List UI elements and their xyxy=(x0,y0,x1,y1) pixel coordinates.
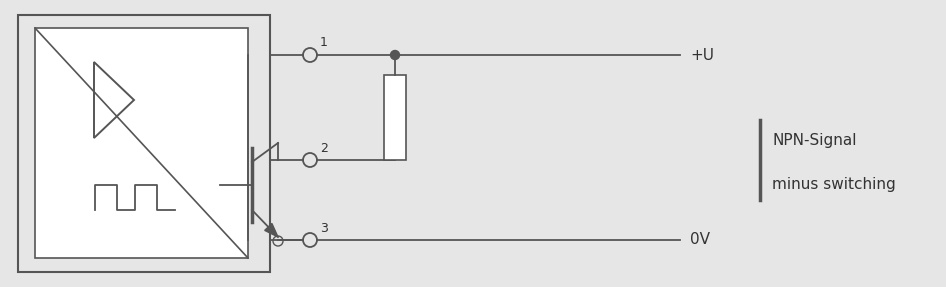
Text: 0V: 0V xyxy=(690,232,710,247)
Text: minus switching: minus switching xyxy=(772,177,896,193)
Polygon shape xyxy=(265,224,278,237)
Text: 2: 2 xyxy=(320,141,328,154)
Text: 3: 3 xyxy=(320,222,328,234)
Bar xyxy=(384,75,406,160)
Bar xyxy=(35,28,248,258)
Circle shape xyxy=(391,51,399,59)
Text: NPN-Signal: NPN-Signal xyxy=(772,133,856,148)
Text: 1: 1 xyxy=(320,36,328,49)
Text: +U: +U xyxy=(690,48,714,63)
Bar xyxy=(18,15,270,272)
